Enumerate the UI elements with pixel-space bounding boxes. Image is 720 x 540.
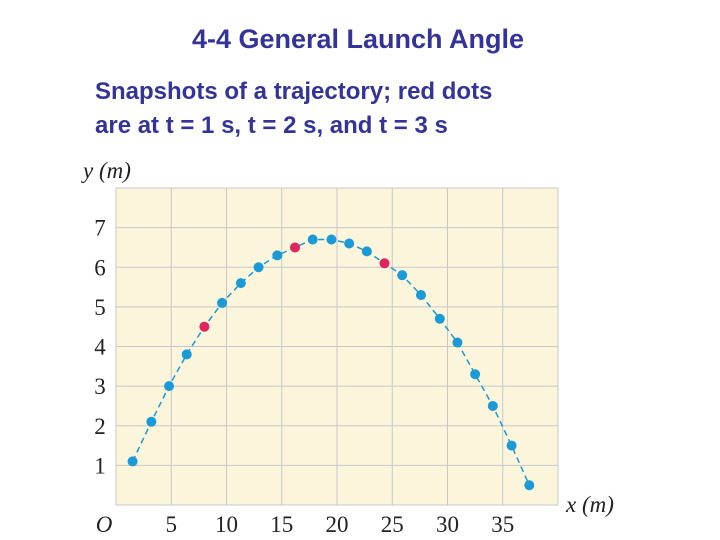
subtitle-line: are at t = 1 s, t = 2 s, and t = 3 s <box>95 112 448 139</box>
x-tick-label: 30 <box>436 512 459 537</box>
snapshot-dot <box>379 258 390 269</box>
snapshot-dot <box>146 416 157 427</box>
snapshot-dot <box>434 313 445 324</box>
x-tick-label: 5 <box>166 512 178 537</box>
snapshot-dot <box>452 337 463 348</box>
snapshot-dot <box>181 349 192 360</box>
y-tick-label: 4 <box>94 335 106 360</box>
snapshot-dot <box>307 234 318 245</box>
snapshot-dot <box>217 297 228 308</box>
y-axis-label: y (m) <box>81 158 131 183</box>
x-axis-label: x (m) <box>565 492 614 517</box>
snapshot-dot <box>361 246 372 257</box>
snapshot-dot <box>506 440 517 451</box>
snapshot-dot <box>199 321 210 332</box>
y-tick-label: 2 <box>94 414 106 439</box>
title: 4-4 General Launch Angle <box>192 24 524 54</box>
snapshot-dot <box>487 400 498 411</box>
x-tick-label: O <box>96 512 113 537</box>
x-tick-label: 10 <box>215 512 238 537</box>
subtitle-line: Snapshots of a trajectory; red dots <box>95 78 492 105</box>
x-tick-label: 25 <box>381 512 404 537</box>
snapshot-dot <box>253 262 264 273</box>
x-tick-label: 20 <box>326 512 349 537</box>
snapshot-dot <box>235 278 246 289</box>
snapshot-dot <box>397 270 408 281</box>
y-tick-label: 1 <box>94 453 106 478</box>
y-tick-label: 6 <box>94 255 106 280</box>
snapshot-dot <box>127 456 138 467</box>
snapshot-dot <box>524 480 535 491</box>
snapshot-dot <box>290 242 301 253</box>
x-tick-label: 35 <box>491 512 514 537</box>
snapshot-dot <box>326 234 337 245</box>
y-tick-label: 7 <box>94 216 106 241</box>
y-tick-label: 5 <box>94 295 106 320</box>
x-tick-label: 15 <box>270 512 293 537</box>
snapshot-dot <box>164 381 175 392</box>
snapshot-dot <box>272 250 283 261</box>
snapshot-dot <box>470 369 481 380</box>
snapshot-dot <box>344 238 355 249</box>
snapshot-dot <box>415 289 426 300</box>
y-tick-label: 3 <box>94 374 106 399</box>
